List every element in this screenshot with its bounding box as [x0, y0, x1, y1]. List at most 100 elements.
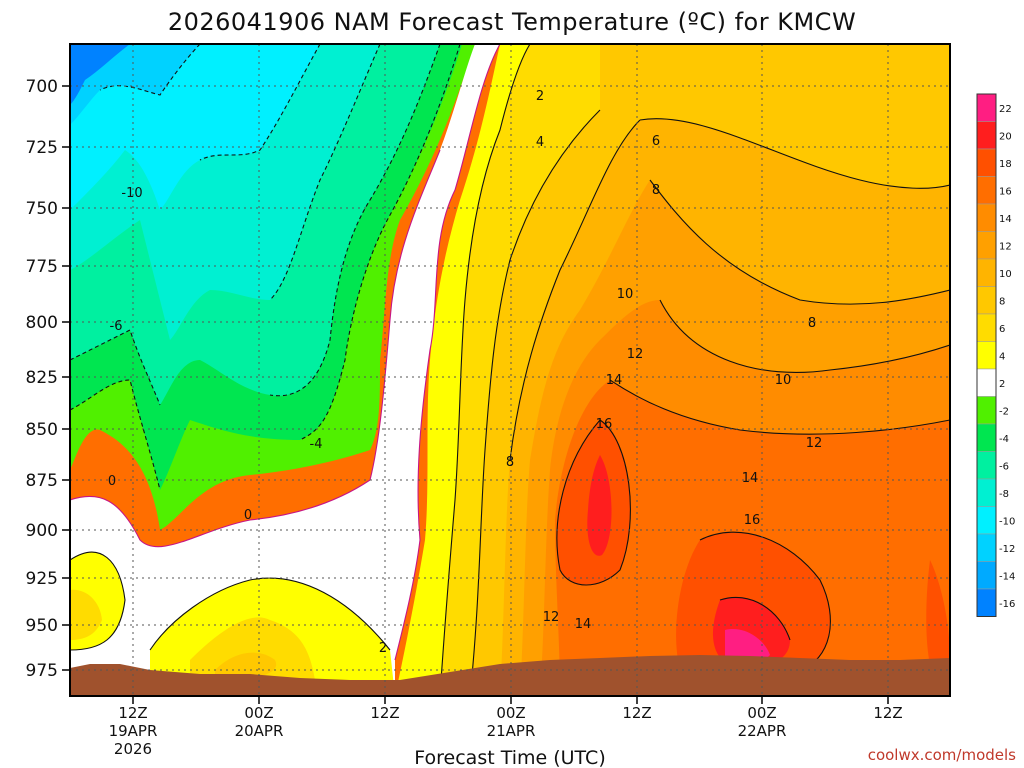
x-tick-label: 20APR [235, 722, 284, 740]
colorbar-swatch [976, 506, 997, 535]
colorbar-swatch [976, 423, 997, 452]
y-tick-label: 900 [26, 521, 58, 541]
colorbar-label: 18 [999, 159, 1012, 170]
contour-label: 6 [652, 134, 660, 149]
contour-label: -4 [310, 437, 323, 452]
colorbar-swatch [976, 148, 997, 177]
colorbar-label: -6 [999, 461, 1009, 472]
contour-label: 16 [744, 513, 761, 528]
contour-label: 2 [379, 641, 387, 656]
colorbar-label: 22 [999, 104, 1012, 115]
x-tick-label: 22APR [738, 722, 787, 740]
x-tick-label: 19APR [109, 722, 158, 740]
colorbar: 22 20 18 16 14 12 10 8 6 4 2 -2 -4 -6 -8 -10 -12 -14 -16 [976, 93, 1015, 617]
colorbar-label: 10 [999, 269, 1012, 280]
colorbar-swatch [976, 313, 997, 342]
contour-lines [70, 44, 950, 696]
colorbar-swatch [976, 561, 997, 590]
band-hot-20-low [725, 629, 770, 664]
contour-label: 2 [536, 89, 544, 104]
plot-frame [69, 43, 951, 697]
contour-label: 8 [652, 183, 660, 198]
y-tick-label: 775 [26, 257, 58, 277]
colorbar-label: 2 [999, 379, 1005, 390]
contour-label: 4 [536, 135, 544, 150]
colorbar-swatch [976, 176, 997, 205]
contour-label: 14 [575, 617, 592, 632]
y-tick-label: 850 [26, 420, 58, 440]
colorbar-swatch [976, 533, 997, 562]
chart-title: 2026041906 NAM Forecast Temperature (ºC)… [168, 8, 856, 36]
colorbar-label: -16 [999, 599, 1015, 610]
colorbar-swatch [976, 478, 997, 507]
contour-label: 0 [108, 474, 116, 489]
x-tick-label: 2026 [114, 740, 152, 758]
credit: coolwx.com/models [868, 746, 1016, 764]
y-tick-label: 725 [26, 138, 58, 158]
colorbar-label: 14 [999, 214, 1012, 225]
x-tick-label: 12Z [622, 704, 651, 722]
colorbar-label: 16 [999, 186, 1012, 197]
y-tick-label: 800 [26, 313, 58, 333]
band-low-mid-amber [215, 652, 277, 680]
y-tick-label: 975 [26, 661, 58, 681]
contour-label: -10 [121, 186, 142, 201]
band-cold-neg16 [70, 44, 130, 105]
contour-label: 14 [742, 471, 759, 486]
colorbar-label: -14 [999, 571, 1015, 582]
colorbar-swatch [976, 231, 997, 260]
colorbar-label: -4 [999, 434, 1009, 445]
colorbar-label: 20 [999, 131, 1012, 142]
x-tick-label: 12Z [370, 704, 399, 722]
contour-label: 8 [506, 455, 514, 470]
colorbar-swatch [976, 258, 997, 287]
colorbar-swatch [976, 396, 997, 425]
y-axis: 700 725 750 775 800 825 850 875 900 925 950 975 [26, 77, 70, 681]
band-hot-16-edge [926, 560, 950, 665]
contour-label: 0 [244, 508, 252, 523]
band-zero [70, 44, 500, 696]
band-low-left-gold [70, 589, 102, 640]
colorbar-label: -2 [999, 406, 1009, 417]
contour-label: 10 [617, 287, 634, 302]
y-tick-label: 875 [26, 471, 58, 491]
contour-label: -6 [110, 319, 123, 334]
colorbar-label: 8 [999, 296, 1005, 307]
contour-label: 10 [775, 373, 792, 388]
contour-label: 16 [596, 417, 613, 432]
colorbar-swatch [976, 341, 997, 370]
x-tick-label: 00Z [496, 704, 525, 722]
colorbar-swatch [976, 588, 997, 617]
contour-label: 12 [627, 347, 644, 362]
colorbar-label: 4 [999, 351, 1005, 362]
colorbar-swatch [976, 203, 997, 232]
contour-label: 14 [606, 373, 623, 388]
y-tick-label: 750 [26, 199, 58, 219]
contour-labels: 2 4 6 8 -10 10 8 12 -6 14 10 16 -4 12 8 0 14 0 16 12 14 2 [108, 89, 822, 656]
contour-label: 8 [808, 316, 816, 331]
colorbar-label: -8 [999, 489, 1009, 500]
colorbar-swatch [976, 286, 997, 315]
terrain [70, 655, 950, 696]
colorbar-label: 12 [999, 241, 1012, 252]
x-tick-label: 00Z [747, 704, 776, 722]
x-tick-label: 00Z [244, 704, 273, 722]
colorbar-label: -12 [999, 544, 1015, 555]
y-tick-label: 950 [26, 616, 58, 636]
contour-label: 12 [806, 436, 823, 451]
y-tick-label: 825 [26, 368, 58, 388]
temperature-field [70, 44, 950, 696]
x-tick-label: 21APR [487, 722, 536, 740]
contour-label: 12 [543, 610, 560, 625]
colorbar-swatch [976, 368, 997, 397]
grid-lines [70, 44, 950, 696]
colorbar-label: 6 [999, 324, 1005, 335]
colorbar-swatch [976, 121, 997, 150]
band-low-mid-gold [190, 617, 315, 680]
colorbar-swatch [976, 93, 997, 122]
x-tick-label: 12Z [118, 704, 147, 722]
y-tick-label: 925 [26, 569, 58, 589]
y-tick-label: 700 [26, 77, 58, 97]
